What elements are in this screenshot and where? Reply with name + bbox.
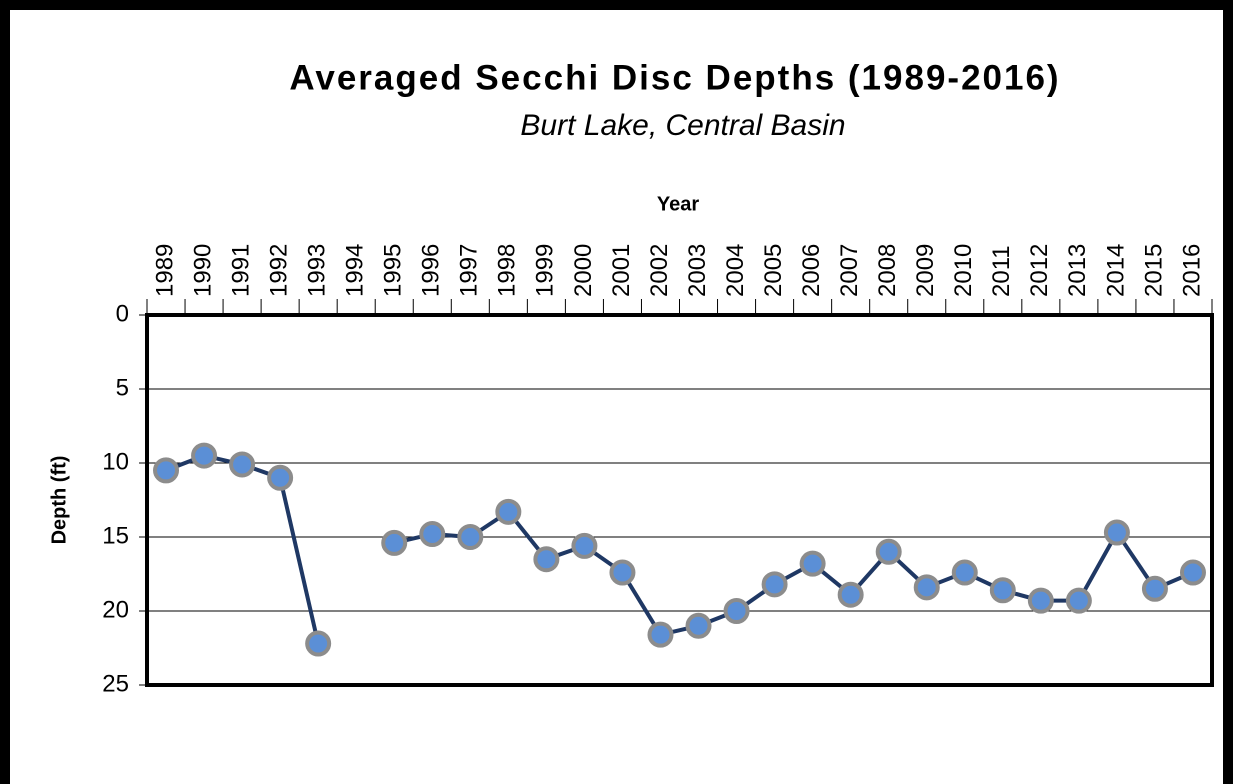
data-point	[799, 550, 826, 577]
data-point	[1065, 587, 1092, 614]
y-tick-label: 20	[102, 596, 129, 623]
data-point	[533, 546, 560, 573]
data-point	[1179, 559, 1206, 586]
data-point	[153, 457, 180, 484]
data-point	[1141, 575, 1168, 602]
x-tick-label: 1997	[456, 244, 483, 297]
data-point	[989, 577, 1016, 604]
data-point	[685, 612, 712, 639]
data-point	[647, 621, 674, 648]
y-axis-label: Depth (ft)	[48, 456, 70, 545]
y-tick-label: 15	[102, 522, 129, 549]
x-tick-label: 2003	[684, 244, 711, 297]
x-axis-label: Year	[657, 193, 699, 215]
x-tick-label: 2011	[988, 245, 1015, 297]
x-tick-label: 2015	[1140, 244, 1167, 297]
data-point	[267, 464, 294, 491]
x-tick-label: 1993	[304, 244, 331, 297]
x-tick-label: 2004	[722, 244, 749, 297]
x-tick-label: 1995	[380, 244, 407, 297]
y-tick-label: 10	[102, 448, 129, 475]
x-tick-label: 2010	[950, 244, 977, 297]
x-tick-label: 2012	[1026, 244, 1053, 297]
x-tick-label: 1990	[189, 244, 216, 297]
x-tick-label: 2002	[646, 244, 673, 297]
data-point	[913, 574, 940, 601]
data-point	[191, 442, 218, 469]
x-tick-label: 1996	[418, 244, 445, 297]
data-point	[571, 532, 598, 559]
chart-title: Averaged Secchi Disc Depths (1989-2016)	[289, 58, 1060, 97]
data-point	[761, 571, 788, 598]
data-point	[837, 581, 864, 608]
x-tick-label: 2016	[1178, 244, 1205, 297]
data-point	[229, 451, 256, 478]
data-point	[723, 598, 750, 624]
x-tick-label: 1992	[265, 244, 292, 297]
y-tick-label: 5	[116, 374, 129, 401]
data-point	[1103, 519, 1130, 546]
x-tick-label: 2001	[608, 244, 635, 297]
data-point	[381, 529, 408, 556]
data-point	[1027, 587, 1054, 614]
y-tick-label: 25	[102, 670, 129, 697]
data-point	[495, 498, 522, 525]
x-tick-label: 1998	[494, 244, 521, 297]
x-tick-label: 2009	[912, 244, 939, 297]
data-point	[875, 538, 902, 565]
x-tick-label: 1999	[532, 244, 559, 297]
x-tick-label: 2005	[760, 244, 787, 297]
x-tick-label: 1994	[342, 244, 369, 297]
x-tick-label: 2000	[570, 244, 597, 297]
y-tick-label: 0	[116, 300, 129, 327]
data-point	[419, 521, 446, 548]
chart-subtitle: Burt Lake, Central Basin	[520, 109, 845, 142]
x-tick-label: 2007	[836, 244, 863, 297]
x-tick-label: 1989	[151, 244, 178, 297]
x-tick-label: 1991	[227, 244, 254, 297]
x-tick-label: 2013	[1064, 244, 1091, 297]
x-tick-label: 2006	[798, 244, 825, 297]
data-point	[305, 630, 332, 657]
data-point	[609, 559, 636, 586]
x-tick-label: 2008	[874, 244, 901, 297]
data-point	[951, 559, 978, 586]
data-point	[457, 524, 484, 550]
x-tick-label: 2014	[1102, 244, 1129, 297]
